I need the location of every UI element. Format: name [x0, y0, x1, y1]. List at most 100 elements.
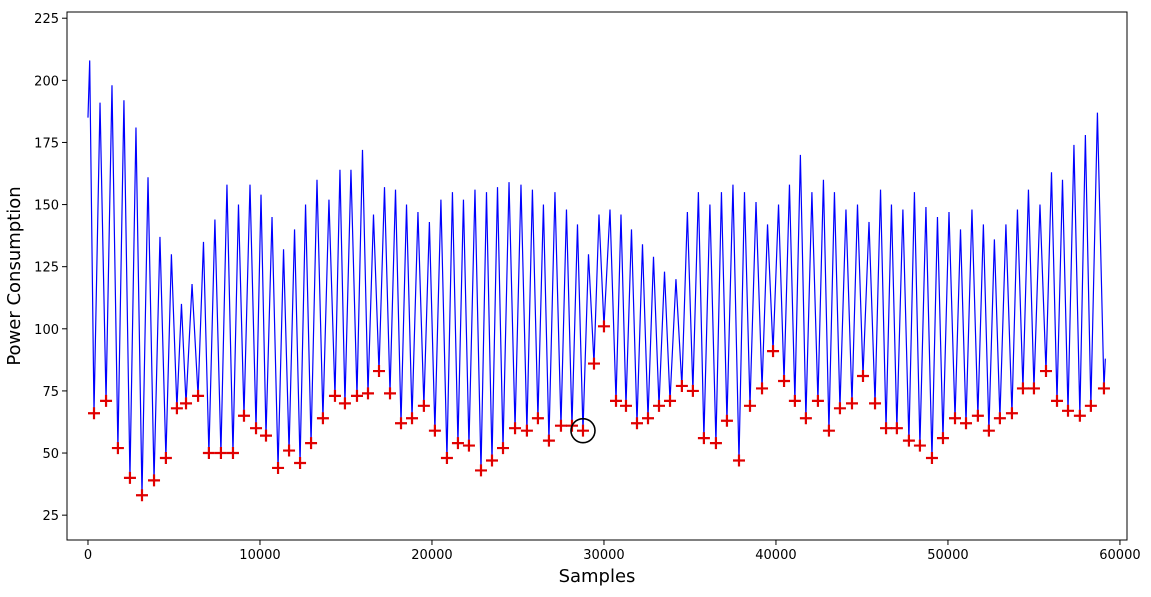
minimum-marker — [743, 399, 756, 412]
minimum-marker — [576, 424, 589, 437]
minimum-marker — [619, 399, 632, 412]
minimum-marker — [982, 424, 995, 437]
minimum-marker — [587, 357, 600, 370]
minimum-marker — [1073, 409, 1086, 422]
minimum-marker — [788, 394, 801, 407]
x-tick-label: 50000 — [927, 548, 968, 563]
minimum-marker — [993, 412, 1006, 425]
y-tick-label: 100 — [34, 323, 59, 338]
minimum-marker — [328, 389, 341, 402]
minimum-marker — [767, 345, 780, 358]
y-tick-label: 125 — [34, 261, 59, 276]
minimum-marker — [294, 456, 307, 469]
minimum-marker — [1051, 394, 1063, 407]
minimum-marker — [170, 402, 183, 415]
y-tick-label: 225 — [34, 12, 59, 27]
x-tick-label: 60000 — [1099, 548, 1140, 563]
minimum-marker — [406, 412, 419, 425]
minimum-marker — [111, 442, 124, 455]
minimum-marker — [237, 409, 250, 422]
y-tick-label: 25 — [42, 509, 59, 524]
minimum-marker — [259, 429, 272, 442]
minimum-marker — [509, 422, 522, 435]
minimum-marker — [440, 452, 453, 465]
minimum-marker — [880, 422, 893, 435]
x-tick-label: 10000 — [239, 548, 280, 563]
minimum-marker — [417, 399, 430, 412]
x-axis-label: Samples — [559, 566, 636, 587]
minimum-marker — [428, 424, 441, 437]
x-tick-label: 30000 — [583, 548, 624, 563]
minimum-marker — [497, 442, 510, 455]
minimum-marker — [845, 397, 858, 410]
minimum-marker — [451, 437, 464, 450]
minimum-marker — [811, 394, 824, 407]
minimum-marker — [641, 412, 654, 425]
minimum-marker — [709, 437, 722, 450]
minimum-marker — [361, 387, 374, 400]
x-tick-label: 20000 — [411, 548, 452, 563]
x-tick-label: 0 — [84, 548, 92, 563]
minimum-marker — [971, 409, 984, 422]
y-tick-label: 150 — [34, 199, 59, 214]
minimum-marker — [675, 379, 688, 392]
y-tick-label: 75 — [42, 385, 59, 400]
minimum-marker — [250, 422, 263, 435]
y-tick-label: 50 — [42, 447, 59, 462]
minimum-marker — [159, 452, 172, 465]
minimum-marker — [732, 454, 745, 467]
minimum-marker — [372, 365, 385, 378]
minimum-marker — [1027, 382, 1040, 395]
minimum-marker — [520, 424, 533, 437]
y-tick-label: 175 — [34, 136, 59, 151]
minimum-marker — [925, 452, 938, 465]
minimum-marker — [338, 397, 351, 410]
minimum-marker — [350, 389, 363, 402]
minimum-marker — [833, 402, 846, 415]
minimum-marker — [283, 444, 296, 457]
minimum-marker — [1084, 399, 1097, 412]
minimum-marker — [180, 397, 193, 410]
minimum-marker — [653, 399, 666, 412]
minimum-marker — [135, 489, 148, 502]
minimum-marker — [316, 412, 329, 425]
minimum-marker — [822, 424, 835, 437]
y-axis-label: Power Consumption — [4, 186, 25, 365]
minimum-marker — [462, 439, 475, 452]
minimum-marker — [778, 374, 791, 387]
minimum-marker — [890, 422, 903, 435]
minimum-marker — [664, 394, 677, 407]
highlight-circle — [570, 417, 596, 444]
minimum-marker — [1039, 365, 1052, 378]
minimum-marker — [610, 394, 623, 407]
minimum-marker — [202, 447, 215, 460]
minimum-marker — [485, 454, 498, 467]
minimum-marker — [192, 389, 205, 402]
signal-line — [87, 60, 1106, 496]
minimum-marker — [630, 417, 643, 430]
minimum-marker — [100, 394, 113, 407]
minimum-marker — [720, 414, 733, 427]
minimum-marker — [697, 432, 710, 445]
minimum-marker — [554, 419, 567, 432]
minimum-marker — [1016, 382, 1029, 395]
minimum-marker — [88, 407, 101, 420]
minimum-marker — [148, 474, 161, 487]
minimum-marker — [123, 471, 136, 484]
minimum-marker — [531, 412, 544, 425]
minimum-marker — [856, 370, 869, 383]
minimum-marker — [936, 432, 949, 445]
minimum-marker — [799, 412, 812, 425]
minimum-marker — [597, 320, 610, 333]
minimum-marker — [1005, 407, 1018, 420]
minimum-marker — [960, 417, 973, 430]
plot-frame — [66, 11, 1128, 541]
minimum-marker — [1062, 404, 1075, 417]
minimum-marker — [272, 461, 285, 474]
minimum-marker — [384, 387, 397, 400]
minimum-marker — [913, 439, 926, 452]
minimum-marker — [542, 434, 555, 447]
minimum-marker — [902, 434, 915, 447]
minimum-marker — [756, 382, 769, 395]
